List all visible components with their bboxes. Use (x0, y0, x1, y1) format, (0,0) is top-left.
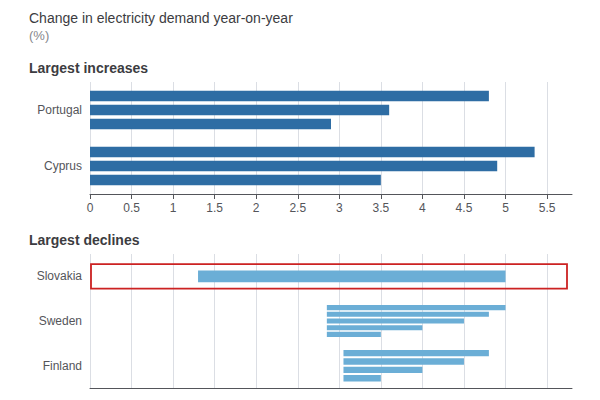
svg-text:Largest declines: Largest declines (29, 232, 140, 248)
svg-text:Change in electricity demand y: Change in electricity demand year-on-yea… (29, 10, 293, 26)
svg-text:2: 2 (253, 201, 260, 215)
svg-text:1: 1 (170, 201, 177, 215)
svg-text:Sweden: Sweden (39, 314, 82, 328)
svg-text:3: 3 (336, 201, 343, 215)
svg-text:Slovakia: Slovakia (37, 269, 83, 283)
svg-text:Cyprus: Cyprus (44, 159, 82, 173)
svg-text:0: 0 (87, 201, 94, 215)
svg-text:Finland: Finland (43, 359, 82, 373)
svg-text:2.5: 2.5 (289, 201, 306, 215)
svg-text:Largest increases: Largest increases (29, 60, 148, 76)
svg-text:1.5: 1.5 (206, 201, 223, 215)
svg-text:(%): (%) (29, 28, 49, 43)
svg-text:0.5: 0.5 (123, 201, 140, 215)
svg-text:4.5: 4.5 (456, 201, 473, 215)
svg-text:5: 5 (502, 201, 509, 215)
svg-text:3.5: 3.5 (373, 201, 390, 215)
svg-text:4: 4 (419, 201, 426, 215)
svg-text:5.5: 5.5 (539, 201, 556, 215)
svg-text:Portugal: Portugal (37, 103, 82, 117)
